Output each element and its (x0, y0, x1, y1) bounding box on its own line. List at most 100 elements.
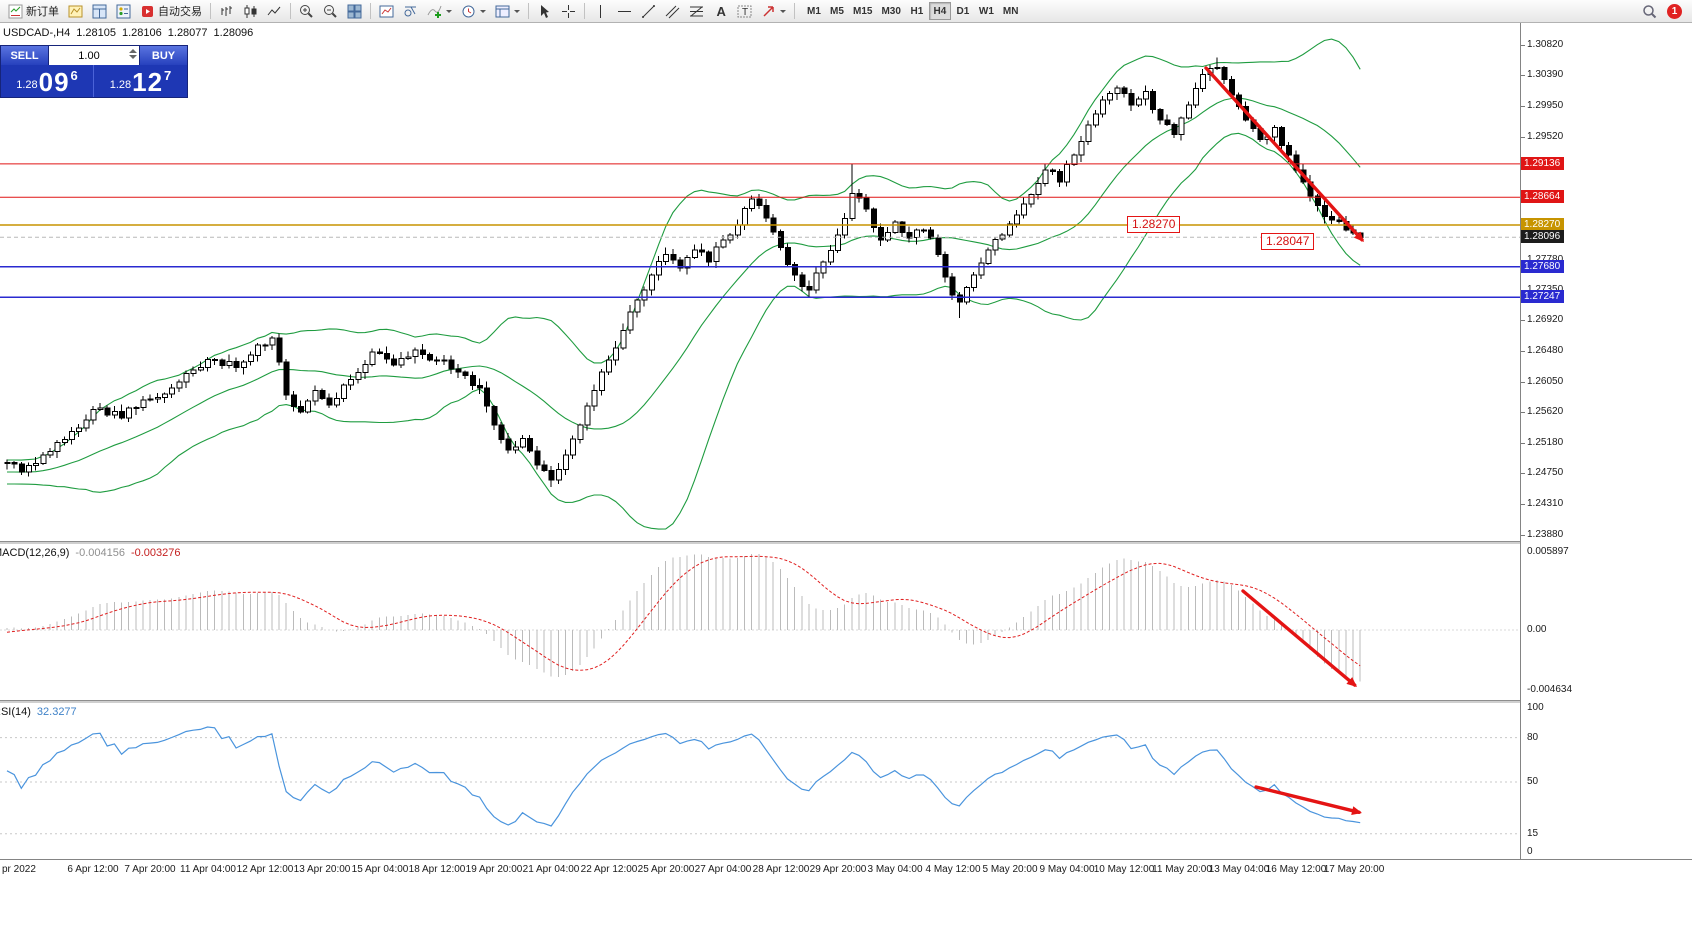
zoom-out-button[interactable] (319, 1, 342, 21)
fibonacci-tool-button[interactable] (685, 1, 708, 21)
zoom-in-button[interactable] (295, 1, 318, 21)
dropdown-caret-icon (780, 9, 786, 13)
ask-price[interactable]: 1.28 12 7 (94, 65, 187, 97)
price-axis-label: 1.23880 (1527, 529, 1564, 540)
tf-M5[interactable]: M5 (826, 2, 848, 20)
autotrading-button[interactable]: 自动交易 (136, 1, 206, 21)
horizontal-line-tool-button[interactable] (613, 1, 636, 21)
time-axis-label: 6 Apr 12:00 (67, 864, 119, 875)
sell-button[interactable]: SELL (1, 46, 48, 65)
tile-windows-button[interactable] (343, 1, 366, 21)
periods-button[interactable] (457, 1, 490, 21)
volume-input[interactable] (49, 49, 139, 62)
templates-icon (495, 4, 510, 19)
arrows-tool-button[interactable] (757, 1, 790, 21)
price-chart-panel[interactable] (0, 23, 1520, 541)
bar-chart-button[interactable] (215, 1, 238, 21)
indicator-axis-label: -0.004634 (1527, 684, 1573, 695)
trend-arrow[interactable] (1204, 66, 1364, 242)
text-label-tool-button[interactable]: T (733, 1, 756, 21)
toolbar-separator (210, 3, 211, 19)
ask-prefix: 1.28 (109, 79, 132, 91)
chart-ohlc-label: USDCAD-,H4 1.28105 1.28106 1.28077 1.28096 (3, 27, 259, 39)
tf-M15[interactable]: M15 (849, 2, 876, 20)
objects-list-icon (403, 4, 418, 19)
time-axis-label: 27 Apr 04:00 (694, 864, 752, 875)
vertical-line-tool-button[interactable] (589, 1, 612, 21)
time-axis-label: 17 May 20:00 (1323, 864, 1385, 875)
price-axis[interactable]: 1.308201.303901.299501.295201.290801.286… (1520, 23, 1692, 859)
cursor-button[interactable] (533, 1, 556, 21)
tf-D1[interactable]: D1 (952, 2, 974, 20)
panel-separator[interactable] (0, 700, 1692, 703)
tf-M30[interactable]: M30 (877, 2, 904, 20)
crosshair-button[interactable] (557, 1, 580, 21)
tf-W1[interactable]: W1 (975, 2, 998, 20)
notification-badge[interactable]: 1 (1667, 3, 1682, 19)
time-axis-label: 11 May 20:00 (1152, 864, 1212, 875)
macd-indicator-label: MACD(12,26,9) -0.004156 -0.003276 (0, 547, 187, 559)
tf-M1[interactable]: M1 (803, 2, 825, 20)
bid-big-digits: 09 (38, 67, 70, 97)
new-chart-icon (68, 4, 83, 19)
candlestick-chart-button[interactable] (239, 1, 262, 21)
search-button[interactable] (1638, 1, 1661, 21)
dropdown-caret-icon (514, 9, 520, 13)
price-axis-label: 1.30820 (1527, 39, 1564, 50)
time-axis[interactable]: pr 2022 6 Apr 12:00 7 Apr 20:00 11 Apr 04:0… (0, 859, 1692, 881)
open-value: 1.28105 (76, 27, 116, 39)
price-annotation-label[interactable]: 1.28270 (1127, 216, 1181, 233)
indicators-list-button[interactable] (375, 1, 398, 21)
trend-arrow[interactable] (1254, 785, 1362, 815)
price-axis-tick (1521, 473, 1525, 474)
market-watch-button[interactable] (88, 1, 111, 21)
add-indicator-button[interactable] (423, 1, 456, 21)
templates-button[interactable] (491, 1, 524, 21)
new-chart-button[interactable] (64, 1, 87, 21)
tf-H1[interactable]: H1 (906, 2, 928, 20)
volume-up-button[interactable] (129, 49, 137, 53)
trend-arrow[interactable] (1241, 589, 1357, 687)
buy-button[interactable]: BUY (140, 46, 187, 65)
price-axis-label: 1.24310 (1527, 498, 1564, 509)
channel-tool-button[interactable] (661, 1, 684, 21)
candlestick-icon (243, 4, 258, 19)
bollinger-upper (7, 38, 1361, 461)
new-order-button[interactable]: 新订单 (4, 1, 63, 21)
trendline-tool-button[interactable] (637, 1, 660, 21)
panel-separator[interactable] (0, 541, 1692, 544)
bid-price[interactable]: 1.28 09 6 (1, 65, 94, 97)
indicator-axis-label: 0.005897 (1527, 546, 1569, 557)
text-tool-button[interactable]: A (709, 1, 732, 21)
price-axis-tick (1521, 504, 1525, 505)
price-axis-label: 1.25180 (1527, 437, 1564, 448)
close-value: 1.28096 (213, 27, 254, 39)
line-chart-button[interactable] (263, 1, 286, 21)
toolbar-separator (794, 3, 795, 19)
rsi-panel[interactable] (0, 703, 1520, 859)
volume-down-button[interactable] (129, 55, 137, 59)
price-annotation-label[interactable]: 1.28047 (1261, 233, 1315, 250)
price-axis-label: 1.26920 (1527, 314, 1564, 325)
price-axis-tick (1521, 443, 1525, 444)
arrows-icon (761, 4, 776, 19)
tf-H4[interactable]: H4 (928, 2, 951, 20)
indicator-axis-label: 15 (1527, 828, 1539, 839)
volume-field[interactable] (48, 46, 140, 65)
objects-list-button[interactable] (399, 1, 422, 21)
timeframe-toolbar: M1 M5 M15 M30 H1 H4 D1 W1 MN (803, 2, 1022, 20)
price-axis-label: 1.26050 (1527, 376, 1564, 387)
new-order-icon (8, 4, 23, 19)
navigator-button[interactable] (112, 1, 135, 21)
toolbar-right: 1 (1638, 1, 1688, 21)
macd-panel[interactable] (0, 544, 1520, 700)
price-axis-label: 1.26480 (1527, 345, 1564, 356)
tf-MN[interactable]: MN (999, 2, 1023, 20)
add-indicator-icon (427, 4, 442, 19)
price-axis-label: 1.29520 (1527, 131, 1564, 142)
rsi-line (6, 726, 1361, 827)
time-axis-label: 29 Apr 20:00 (809, 864, 867, 875)
zoom-in-icon (299, 4, 314, 19)
macd-histogram (6, 554, 1361, 682)
